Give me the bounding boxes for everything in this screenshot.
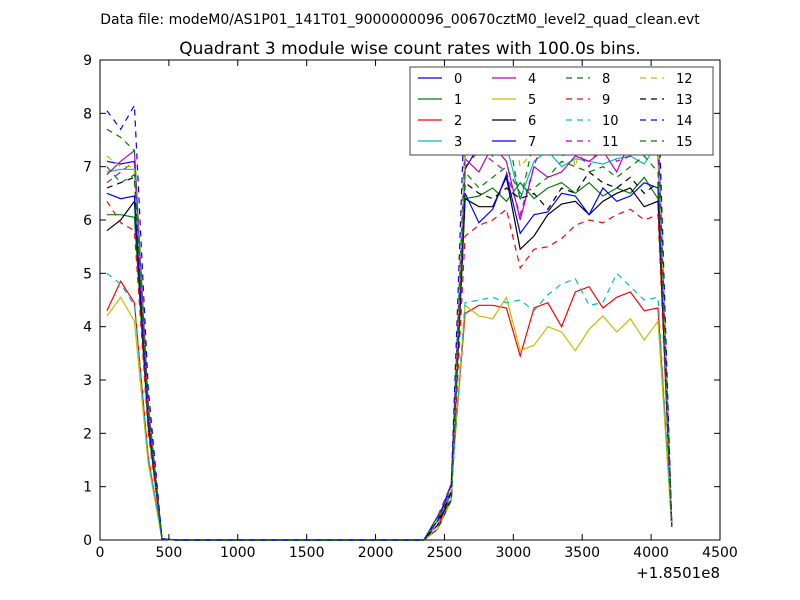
x-tick-label: 4000	[633, 545, 669, 561]
x-tick-label: 1500	[289, 545, 325, 561]
legend-label-8: 8	[602, 72, 610, 87]
legend-label-7: 7	[528, 135, 536, 150]
y-tick-label: 9	[83, 53, 92, 69]
legend-label-6: 6	[528, 114, 536, 129]
y-tick-label: 7	[83, 160, 92, 176]
legend-label-12: 12	[676, 72, 693, 87]
series-line-10	[106, 272, 673, 541]
x-tick-label: 3000	[496, 545, 532, 561]
legend-label-0: 0	[454, 72, 462, 87]
legend-label-4: 4	[528, 72, 536, 87]
y-tick-label: 2	[83, 426, 92, 442]
y-tick-label: 0	[83, 533, 92, 549]
x-offset-label: +1.8501e8	[636, 564, 720, 582]
y-tick-label: 1	[83, 480, 92, 496]
legend-label-10: 10	[602, 114, 619, 129]
legend-label-1: 1	[454, 93, 462, 108]
legend-label-11: 11	[602, 135, 619, 150]
x-tick-label: 0	[96, 545, 105, 561]
legend-box	[409, 66, 714, 156]
y-tick-label: 6	[83, 213, 92, 229]
chart-title: Quadrant 3 module wise count rates with …	[179, 39, 640, 59]
x-tick-label: 2500	[427, 545, 463, 561]
x-tick-label: 1000	[220, 545, 256, 561]
legend-label-9: 9	[602, 93, 610, 108]
legend-label-3: 3	[454, 135, 462, 150]
x-tick-label: 500	[156, 545, 183, 561]
x-tick-label: 4500	[702, 545, 738, 561]
legend-label-14: 14	[676, 114, 693, 129]
y-tick-label: 8	[83, 106, 92, 122]
y-tick-label: 5	[83, 266, 92, 282]
x-tick-label: 3500	[564, 545, 600, 561]
series-line-15	[106, 155, 673, 541]
legend-label-15: 15	[676, 135, 693, 150]
y-tick-label: 4	[83, 320, 92, 336]
chart-suptitle: Data file: modeM0/AS1P01_141T01_90000000…	[100, 12, 700, 28]
legend-label-13: 13	[676, 93, 693, 108]
y-tick-label: 3	[83, 373, 92, 389]
axes-layer: 0 500 1000 1500 2000 2500 3000 3500 4000 45000123…	[83, 53, 738, 561]
x-tick-label: 2000	[358, 545, 394, 561]
legend-label-5: 5	[528, 93, 536, 108]
legend-label-2: 2	[454, 114, 462, 129]
